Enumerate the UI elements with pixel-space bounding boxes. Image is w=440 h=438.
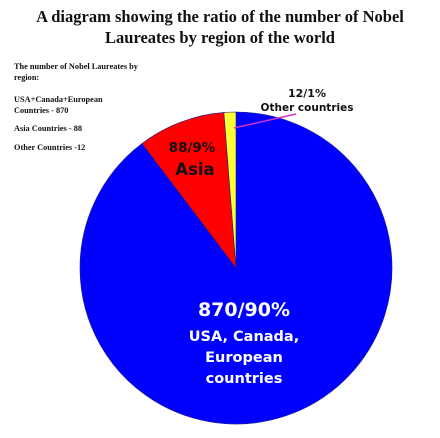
pie-slices: [79, 111, 393, 425]
pie-slice-1: [141, 112, 237, 269]
pie-slice-2: [223, 111, 237, 269]
slice-value-label-1: 88/9%: [169, 140, 216, 156]
chart-title-line-1: A diagram showing the ratio of the numbe…: [36, 7, 404, 26]
chart-title-line-2: Laureates by region of the world: [105, 28, 335, 47]
slice-value-label-0: 870/90%: [198, 299, 290, 321]
slice-value-label-2: 12/1%: [288, 87, 326, 100]
legend: The number of Nobel Laureates by region:…: [14, 62, 139, 161]
legend-entry-other: Other Countries -12: [14, 142, 86, 152]
slice-name-label-2-0: Other countries: [261, 102, 354, 114]
slice-name-label-0-2: countries: [206, 371, 283, 387]
leader-line-other: [233, 113, 297, 129]
slice-name-label-1-0: Asia: [175, 160, 214, 179]
pie-labels: 870/90% USA, Canada, European countries 88/9…: [169, 87, 354, 387]
chart-title: A diagram showing the ratio of the numbe…: [0, 6, 440, 48]
legend-entry-usa-canada-europe: USA+Canada+European Countries - 870: [14, 95, 103, 115]
slice-name-label-0-1: European: [205, 350, 283, 366]
legend-entry-asia: Asia Countries - 88: [14, 124, 82, 133]
legend-heading: The number of Nobel Laureates by region:: [14, 62, 138, 82]
slice-name-label-0-0: USA, Canada,: [189, 329, 299, 345]
pie-slice-0: [79, 111, 393, 425]
